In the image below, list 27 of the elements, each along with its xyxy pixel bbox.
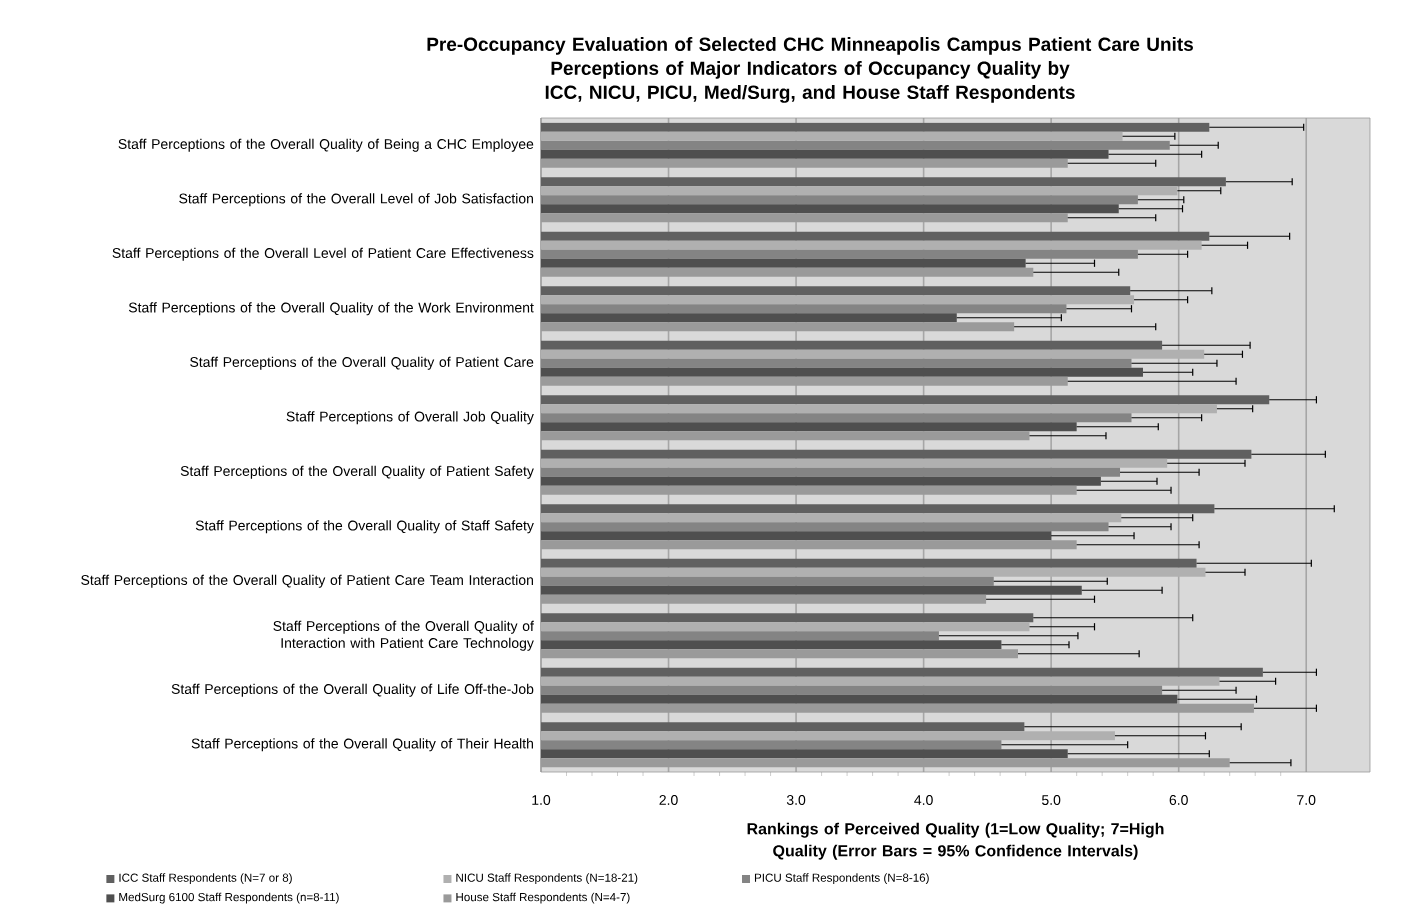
x-tick-label: 2.0 bbox=[659, 795, 678, 805]
y-tick-label: Staff Perceptions of the Overall Quality of Staff Safety bbox=[195, 520, 534, 534]
y-tick-label: Staff Perceptions of the Overall Quality of Interaction with Patient Care Technology bbox=[273, 620, 534, 651]
x-tick-label: 7.0 bbox=[1297, 795, 1316, 805]
chart-title: Pre-Occupancy Evaluation of Selected CHC Minneapolis Campus Patient Care Units bbox=[427, 37, 1193, 55]
x-tick-label: 5.0 bbox=[1041, 795, 1061, 805]
y-tick-label: Staff Perceptions of the Overall Level of Patient Care Effectiveness bbox=[112, 247, 534, 261]
y-tick-label: Staff Perceptions of the Overall Quality of Their Health bbox=[191, 738, 533, 752]
legend-label: PICU Staff Respondents (N=8-16) bbox=[754, 873, 929, 885]
y-tick-label: Staff Perceptions of the Overall Quality of Being a CHC Employee bbox=[118, 138, 534, 152]
x-axis-title: Rankings of Perceived Quality (1=Low Quality; 7=High Quality (Error Bars = 95% Confidence Intervals) bbox=[747, 822, 1164, 860]
x-tick-label: 6.0 bbox=[1169, 795, 1188, 805]
legend-label: House Staff Respondents (N=4-7) bbox=[456, 892, 630, 904]
chart-subtitle: Perceptions of Major Indicators of Occupancy Quality by ICC, NICU, PICU, Med/Surg, and House Staff Respondents bbox=[545, 61, 1075, 103]
x-tick-label: 1.0 bbox=[532, 795, 551, 805]
y-tick-label: Staff Perceptions of the Overall Quality of Patient Safety bbox=[180, 465, 534, 479]
legend-label: MedSurg 6100 Staff Respondents (n=8-11) bbox=[119, 892, 339, 904]
x-tick-label: 3.0 bbox=[786, 795, 806, 805]
legend-label: ICC Staff Respondents (N=7 or 8) bbox=[119, 873, 292, 885]
y-tick-label: Staff Perceptions of the Overall Quality of Life Off-the-Job bbox=[171, 683, 534, 697]
y-tick-label: Staff Perceptions of the Overall Level of Job Satisfaction bbox=[179, 193, 533, 207]
y-tick-label: Staff Perceptions of the Overall Quality of Patient Care Team Interaction bbox=[81, 574, 533, 588]
y-tick-label: Staff Perceptions of the Overall Quality of Patient Care bbox=[190, 356, 534, 370]
y-tick-label: Staff Perceptions of the Overall Quality of the Work Environment bbox=[128, 302, 534, 316]
legend-label: NICU Staff Respondents (N=18-21) bbox=[456, 873, 638, 885]
y-tick-label: Staff Perceptions of Overall Job Quality bbox=[286, 411, 534, 425]
x-tick-label: 4.0 bbox=[914, 795, 933, 805]
